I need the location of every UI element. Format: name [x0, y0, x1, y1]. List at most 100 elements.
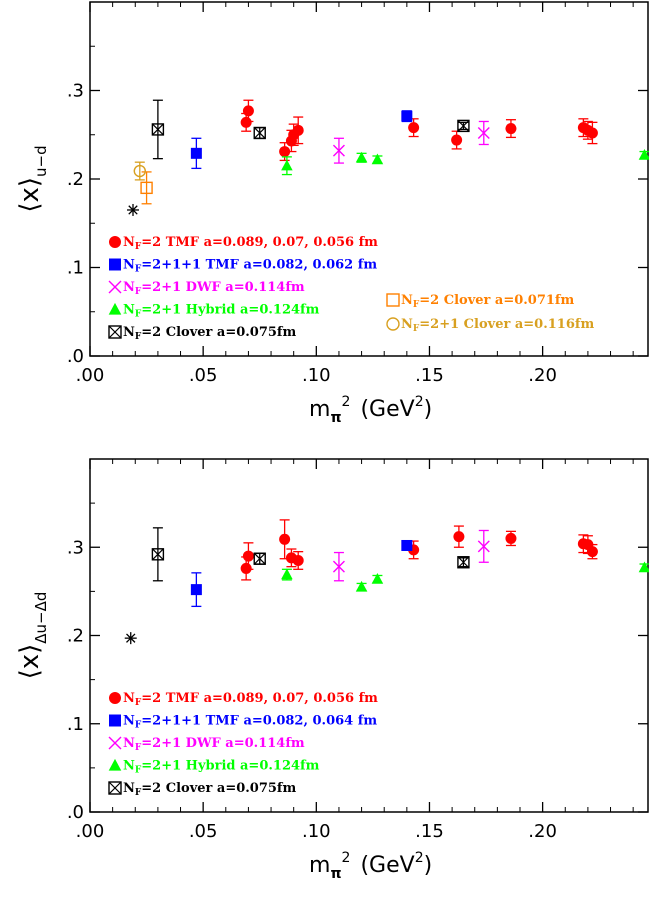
data-point	[281, 156, 293, 176]
data-point	[242, 99, 254, 123]
point-marker	[457, 556, 470, 569]
data-point	[408, 118, 420, 138]
point-marker	[371, 572, 384, 584]
data-point	[355, 580, 368, 592]
y-tick-label: .1	[67, 714, 84, 735]
data-point	[279, 142, 291, 162]
legend-label: NF=2 Clover a=0.071fm	[401, 293, 575, 310]
point-marker	[505, 532, 517, 544]
x-axis-label-sub: π	[330, 866, 341, 882]
x-axis-label-unit: (GeV	[360, 853, 414, 878]
data-point	[477, 529, 490, 563]
data-point	[190, 137, 202, 170]
y-axis-label: ⟨x⟩Δu−Δd	[15, 592, 50, 680]
data-point	[453, 525, 465, 548]
point-marker	[140, 181, 153, 195]
data-point	[457, 119, 470, 133]
x-tick-label: .00	[76, 365, 105, 386]
point-marker	[457, 119, 470, 133]
legend-label: NF=2+1 Hybrid a=0.124fm	[123, 303, 320, 320]
point-marker	[133, 164, 146, 178]
data-point	[242, 542, 254, 570]
x-tick-label: .05	[189, 365, 218, 386]
legend-marker	[108, 781, 122, 795]
data-point	[133, 161, 146, 181]
point-marker	[332, 560, 345, 573]
data-point	[505, 119, 517, 139]
x-tick-label: .15	[415, 365, 444, 386]
x-axis-label-unit: (GeV	[360, 397, 414, 422]
x-tick-label: .10	[302, 821, 331, 842]
point-marker	[242, 550, 254, 562]
data-point	[401, 539, 413, 551]
x-tick-label: .20	[528, 365, 557, 386]
point-marker	[281, 568, 293, 580]
data-point	[638, 561, 649, 573]
legend-marker	[386, 317, 400, 331]
x-axis-label-sub: π	[330, 410, 341, 426]
point-marker	[401, 110, 413, 122]
x-axis-label-unit-end: )	[424, 397, 433, 422]
y-tick-label: .3	[67, 537, 84, 558]
data-point	[505, 530, 517, 547]
legend-marker	[109, 692, 121, 704]
y-axis-label-main: ⟨x⟩	[15, 644, 45, 680]
point-marker	[586, 546, 598, 558]
data-point	[371, 153, 384, 165]
x-tick-label: .15	[415, 821, 444, 842]
x-axis-label-main: m	[309, 397, 330, 422]
data-point	[586, 543, 598, 560]
point-marker	[151, 548, 165, 561]
data-point	[332, 137, 345, 164]
legend-marker	[108, 280, 122, 294]
point-marker	[253, 552, 266, 565]
point-marker	[638, 561, 649, 573]
data-point	[253, 126, 266, 140]
legend-marker	[109, 714, 121, 727]
data-point	[140, 171, 153, 205]
x-axis-label-sup: 2	[342, 394, 351, 410]
data-point	[151, 527, 165, 582]
x-axis-label-main: m	[309, 853, 330, 878]
legend-label: NF=2 Clover a=0.075fm	[123, 325, 297, 342]
legend-label: NF=2 TMF a=0.089, 0.07, 0.056 fm	[123, 691, 378, 708]
data-point	[190, 572, 202, 608]
legend-marker	[108, 302, 122, 315]
point-marker	[279, 533, 291, 545]
point-marker	[127, 203, 139, 216]
point-marker	[281, 159, 293, 171]
y-tick-label: .0	[67, 346, 84, 367]
y-axis-label-sub: u−d	[32, 145, 50, 177]
legend-label: NF=2 Clover a=0.075fm	[123, 781, 297, 798]
point-marker	[240, 116, 252, 128]
legend-label: NF=2+1+1 TMF a=0.082, 0.062 fm	[123, 258, 377, 275]
x-axis-label: mπ2 (GeV2)	[309, 394, 432, 426]
x-tick-label: .10	[302, 365, 331, 386]
data-point	[638, 149, 649, 160]
data-point	[151, 99, 165, 160]
x-tick-label: .20	[528, 821, 557, 842]
point-marker	[371, 153, 384, 165]
point-marker	[355, 580, 368, 592]
x-axis-label-unit-sup: 2	[415, 850, 424, 866]
x-axis-label: mπ2 (GeV2)	[309, 850, 432, 882]
point-marker	[408, 122, 420, 134]
legend-label: NF=2+1+1 TMF a=0.082, 0.064 fm	[123, 714, 377, 731]
data-point	[371, 572, 384, 584]
y-tick-label: .2	[67, 626, 84, 647]
point-marker	[288, 129, 300, 141]
legend-left: NF=2 TMF a=0.089, 0.07, 0.056 fm NF=2+1+1…	[108, 235, 378, 342]
point-marker	[505, 123, 517, 135]
point-marker	[151, 123, 165, 136]
legend-marker	[109, 236, 121, 248]
data-point	[253, 552, 266, 565]
point-marker	[242, 105, 254, 117]
legend-label: NF=2+1 Clover a=0.116fm	[401, 317, 594, 334]
data-point	[332, 551, 345, 582]
x-tick-label: .05	[189, 821, 218, 842]
point-marker	[292, 554, 304, 566]
legend-marker	[108, 758, 122, 771]
